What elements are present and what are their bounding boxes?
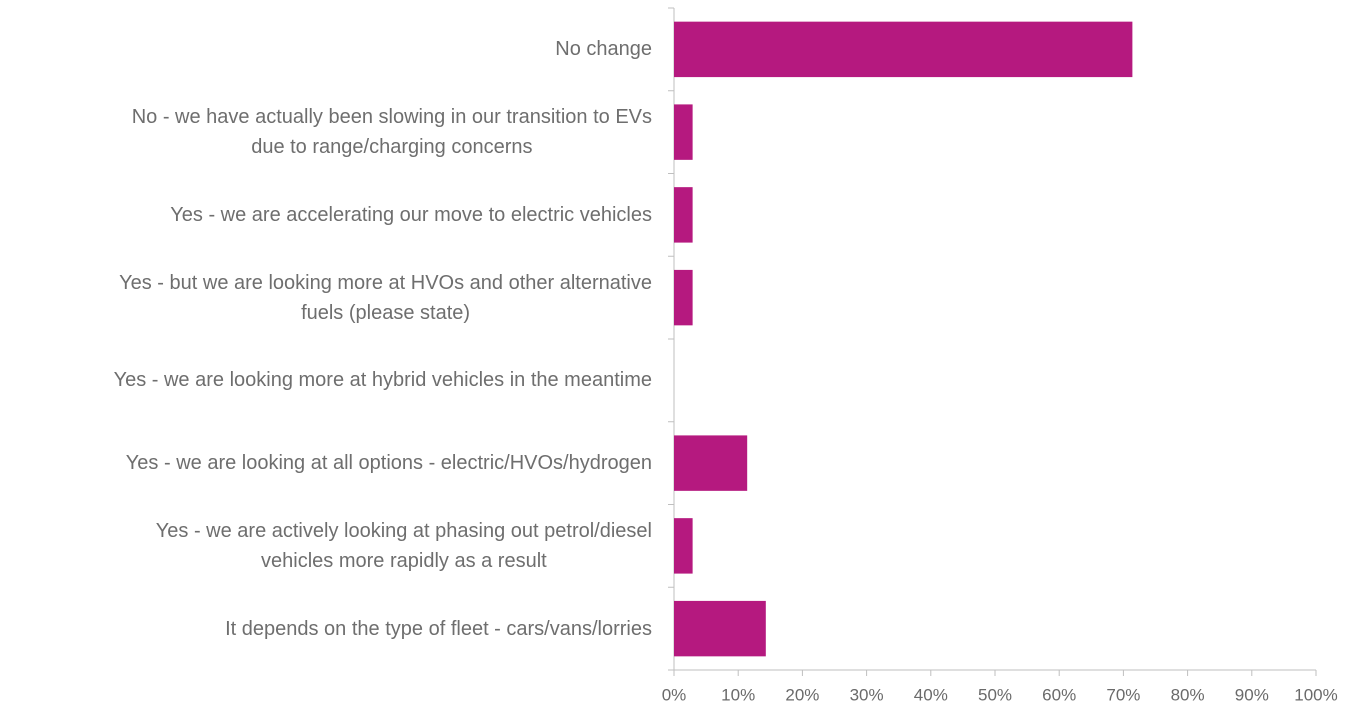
x-tick-label: 70% bbox=[1106, 685, 1140, 704]
category-label: No change bbox=[555, 38, 652, 61]
x-tick-label: 20% bbox=[785, 685, 819, 704]
x-tick-label: 30% bbox=[850, 685, 884, 704]
bar bbox=[674, 269, 693, 326]
x-tick-label: 0% bbox=[662, 685, 687, 704]
x-tick-label: 10% bbox=[721, 685, 755, 704]
x-tick-label: 90% bbox=[1235, 685, 1269, 704]
bar bbox=[674, 104, 693, 160]
category-label: Yes - but we are looking more at HVOs an… bbox=[119, 271, 652, 324]
category-label: Yes - we are looking more at hybrid vehi… bbox=[113, 369, 652, 392]
category-label: Yes - we are accelerating our move to el… bbox=[170, 203, 652, 226]
category-label: Yes - we are looking at all options - el… bbox=[125, 452, 652, 475]
x-tick-label: 50% bbox=[978, 685, 1012, 704]
x-tick-label: 100% bbox=[1294, 685, 1337, 704]
bar bbox=[674, 21, 1133, 78]
category-label: No - we have actually been slowing in ou… bbox=[131, 106, 652, 159]
x-tick-label: 60% bbox=[1042, 685, 1076, 704]
bar bbox=[674, 600, 766, 657]
category-label: It depends on the type of fleet - cars/v… bbox=[225, 617, 652, 640]
x-tick-label: 80% bbox=[1171, 685, 1205, 704]
bar bbox=[674, 435, 748, 491]
x-tick-label: 40% bbox=[914, 685, 948, 704]
category-label: Yes - we are actively looking at phasing… bbox=[155, 519, 652, 572]
bar bbox=[674, 518, 693, 574]
bar bbox=[674, 187, 693, 243]
